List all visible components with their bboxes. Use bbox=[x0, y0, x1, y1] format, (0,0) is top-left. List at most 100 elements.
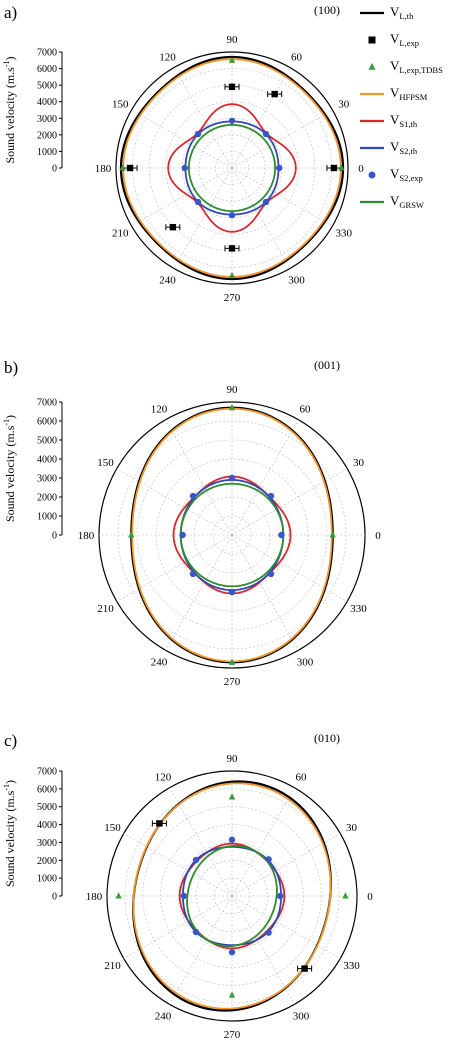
curve-VGRSW bbox=[188, 124, 276, 212]
legend-label: VL,exp bbox=[390, 31, 419, 48]
point-VLtdbs bbox=[128, 531, 135, 538]
r-tick-label: 6000 bbox=[37, 417, 57, 428]
legend-label: VS2,th bbox=[390, 139, 418, 156]
grid-spoke bbox=[173, 67, 233, 169]
point-VS2exp bbox=[189, 570, 197, 578]
angle-tick-label: 300 bbox=[293, 1011, 310, 1023]
angle-tick-label: 0 bbox=[375, 530, 381, 542]
legend-swatch bbox=[368, 62, 376, 70]
r-tick-label: 7000 bbox=[37, 398, 57, 409]
r-tick-label: 5000 bbox=[37, 436, 57, 447]
plane-label: (100) bbox=[314, 3, 340, 17]
angle-tick-label: 240 bbox=[151, 656, 168, 668]
point-VS2exp bbox=[265, 856, 272, 863]
grid-spoke bbox=[173, 167, 233, 269]
r-tick-label: 3000 bbox=[37, 838, 57, 849]
r-tick-label: 1000 bbox=[37, 147, 57, 158]
point-VS2exp bbox=[192, 856, 200, 864]
angle-tick-label: 60 bbox=[296, 771, 308, 783]
angle-tick-label: 210 bbox=[97, 603, 114, 615]
angle-tick-label: 180 bbox=[86, 891, 103, 903]
point-VS2exp bbox=[180, 892, 187, 900]
grid-circle bbox=[124, 788, 340, 1004]
point-VS2exp bbox=[262, 198, 270, 206]
grid-spoke bbox=[231, 895, 341, 959]
point-VLtdbs bbox=[342, 892, 349, 899]
grid-circle bbox=[212, 515, 252, 555]
polar-panel-2: 0 30 60 90 120 150 180 210 240 270 300 330 0 1000 2000… bbox=[2, 731, 373, 1041]
r-tick-label: 1000 bbox=[37, 512, 57, 523]
angle-tick-label: 300 bbox=[297, 656, 314, 668]
r-tick-label: 5000 bbox=[37, 802, 57, 813]
grid-circle bbox=[136, 439, 328, 631]
curve-VGRSW bbox=[186, 844, 278, 948]
point-VLtdbs bbox=[228, 793, 236, 800]
angle-tick-label: 270 bbox=[224, 292, 241, 304]
legend-item-VGRSW: VGRSW bbox=[360, 193, 424, 210]
r-tick-label: 4000 bbox=[37, 455, 57, 466]
point-VS2exp bbox=[276, 164, 283, 172]
point-VS2exp bbox=[181, 164, 188, 172]
grid-spoke bbox=[231, 109, 333, 169]
grid-circle bbox=[195, 859, 269, 933]
point-VS2exp bbox=[228, 474, 236, 482]
grid-spoke bbox=[131, 109, 233, 169]
point-VLtdbs bbox=[228, 271, 236, 279]
grid-spoke bbox=[131, 167, 233, 227]
grid-circle bbox=[165, 101, 299, 235]
r-tick-label: 2000 bbox=[37, 130, 57, 141]
legend-item-VHF: VHFPSM bbox=[360, 85, 428, 102]
angle-tick-label: 210 bbox=[104, 960, 121, 972]
grid-circle bbox=[160, 824, 304, 968]
angle-tick-label: 60 bbox=[300, 404, 312, 416]
grid-spoke bbox=[169, 895, 233, 1005]
point-VS2exp bbox=[179, 531, 186, 539]
curve-VS1th bbox=[167, 103, 297, 233]
angle-tick-label: 60 bbox=[291, 51, 303, 63]
legend-swatch bbox=[368, 36, 376, 44]
legend-label: VHFPSM bbox=[390, 85, 428, 102]
point-VLtdbs bbox=[228, 658, 236, 665]
point-VS2exp bbox=[192, 928, 200, 936]
r-tick-label: 4000 bbox=[37, 820, 57, 831]
panel-label: c) bbox=[4, 731, 17, 750]
legend-label: VS1,th bbox=[390, 112, 418, 129]
angle-tick-label: 210 bbox=[112, 228, 129, 240]
angle-tick-label: 150 bbox=[97, 457, 114, 469]
r-tick-label: 6000 bbox=[37, 784, 57, 795]
r-tick-label: 1000 bbox=[37, 874, 57, 885]
angle-tick-label: 240 bbox=[155, 1011, 172, 1023]
angle-tick-label: 0 bbox=[367, 891, 373, 903]
plane-label: (001) bbox=[314, 358, 340, 372]
point-VS2exp bbox=[228, 836, 236, 843]
r-tick-label: 0 bbox=[52, 531, 57, 542]
legend-label: VL,exp,TDBS bbox=[390, 58, 443, 75]
grid-spoke bbox=[231, 787, 295, 897]
point-VLtdbs bbox=[115, 892, 122, 899]
r-tick-label: 2000 bbox=[37, 856, 57, 867]
r-tick-label: 0 bbox=[52, 164, 57, 175]
point-VLtdbs bbox=[119, 164, 126, 171]
legend-item-VS1th: VS1,th bbox=[360, 112, 418, 129]
r-tick-label: 2000 bbox=[37, 493, 57, 504]
point-VS2exp bbox=[265, 929, 272, 936]
point-VS2exp bbox=[277, 892, 284, 900]
point-VS2exp bbox=[228, 588, 236, 596]
point-VS2exp bbox=[228, 949, 236, 956]
point-VLtdbs bbox=[338, 164, 345, 171]
legend: VL,th VL,exp VL,exp,TDBS VHFPSM VS1,th VS2,th… bbox=[360, 4, 443, 210]
angle-tick-label: 330 bbox=[343, 960, 360, 972]
point-VLtdbs bbox=[228, 56, 236, 63]
polar-panel-0: 0 30 60 90 120 150 180 210 240 270 300 330 0 1000 2000… bbox=[2, 3, 364, 304]
plane-label: (010) bbox=[314, 731, 340, 745]
ylabel: Sound velocity (m.s-1) bbox=[2, 57, 17, 164]
angle-tick-label: 0 bbox=[358, 163, 364, 175]
panel-label: a) bbox=[4, 3, 17, 22]
angle-tick-label: 30 bbox=[346, 822, 358, 834]
angle-tick-label: 30 bbox=[353, 457, 365, 469]
legend-item-VLtdbs: VL,exp,TDBS bbox=[368, 58, 443, 75]
legend-item-VS2exp: VS2,exp bbox=[368, 166, 423, 183]
point-VS2exp bbox=[278, 531, 285, 539]
angle-tick-label: 270 bbox=[224, 1029, 241, 1041]
legend-label: VS2,exp bbox=[390, 166, 423, 183]
